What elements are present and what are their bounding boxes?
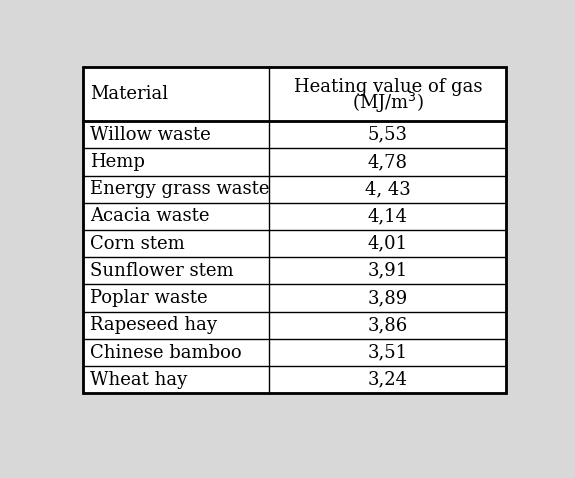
Text: Sunflower stem: Sunflower stem xyxy=(90,262,233,280)
Text: Corn stem: Corn stem xyxy=(90,235,185,252)
Text: 4, 43: 4, 43 xyxy=(365,180,411,198)
Text: 4,01: 4,01 xyxy=(368,235,408,252)
Text: Willow waste: Willow waste xyxy=(90,126,210,144)
Text: Rapeseed hay: Rapeseed hay xyxy=(90,316,217,334)
Text: 5,53: 5,53 xyxy=(368,126,408,144)
Text: 3,24: 3,24 xyxy=(368,371,408,389)
Text: Wheat hay: Wheat hay xyxy=(90,371,187,389)
Text: Chinese bamboo: Chinese bamboo xyxy=(90,344,242,361)
Text: 3,91: 3,91 xyxy=(367,262,408,280)
Text: Acacia waste: Acacia waste xyxy=(90,207,209,225)
Text: Heating value of gas: Heating value of gas xyxy=(294,78,482,96)
Text: 3,89: 3,89 xyxy=(367,289,408,307)
Text: Energy grass waste: Energy grass waste xyxy=(90,180,269,198)
Bar xyxy=(83,66,507,393)
Text: 3,51: 3,51 xyxy=(368,344,408,361)
Text: 4,14: 4,14 xyxy=(368,207,408,225)
Text: 3,86: 3,86 xyxy=(367,316,408,334)
Text: (MJ/m$^3$): (MJ/m$^3$) xyxy=(352,91,424,115)
Text: Hemp: Hemp xyxy=(90,153,144,171)
Text: Material: Material xyxy=(90,85,168,103)
Text: Poplar waste: Poplar waste xyxy=(90,289,208,307)
Bar xyxy=(83,66,507,393)
Text: 4,78: 4,78 xyxy=(368,153,408,171)
